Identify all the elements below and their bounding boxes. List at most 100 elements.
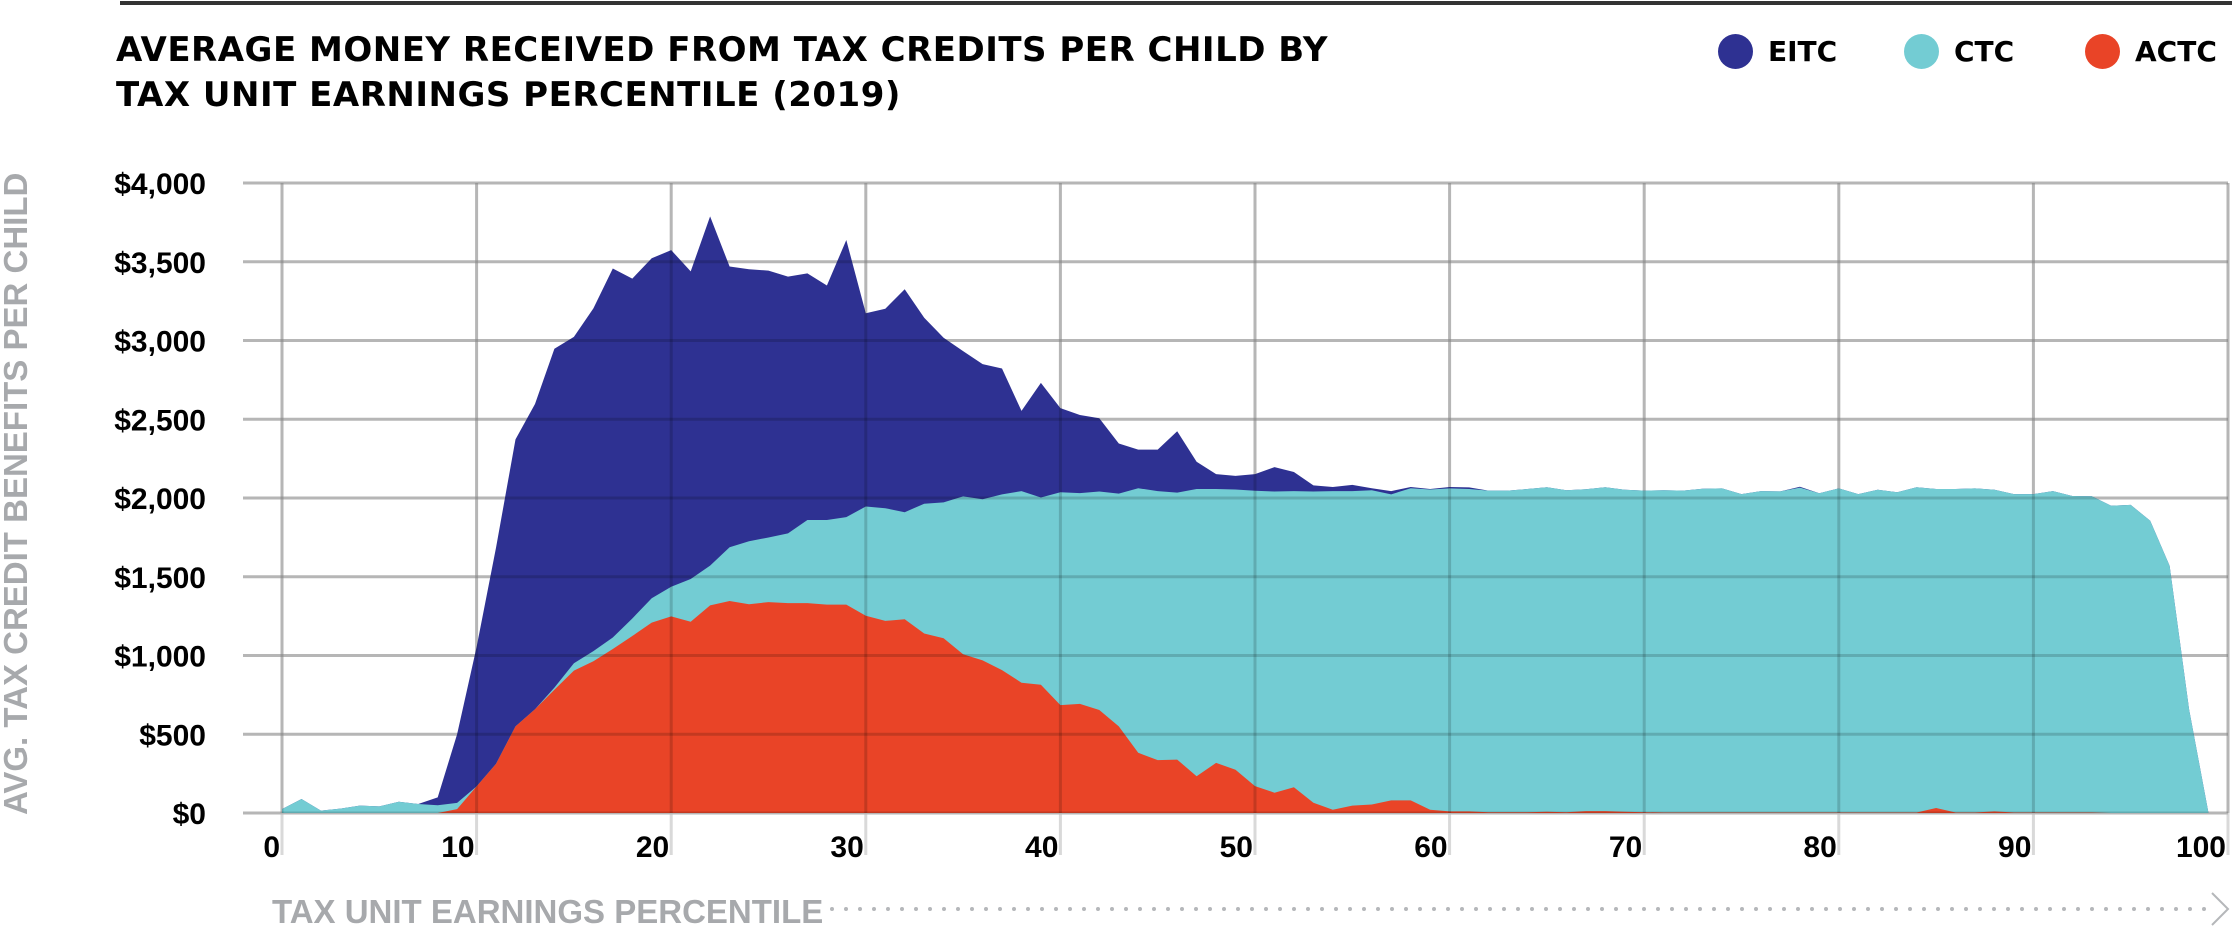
x-axis-arrow-dot	[1488, 907, 1492, 911]
x-axis-arrow-dot	[1558, 907, 1562, 911]
x-axis-arrow-dot	[1628, 907, 1632, 911]
x-axis-arrow-dot	[1082, 907, 1086, 911]
y-tick-label: $500	[139, 719, 206, 752]
x-axis-arrow-dot	[1180, 907, 1184, 911]
arrow-right-icon	[2211, 892, 2230, 926]
x-axis-arrow-dot	[1782, 907, 1786, 911]
x-axis-arrow-dot	[2160, 907, 2164, 911]
x-axis-arrow-dot	[1838, 907, 1842, 911]
x-tick-label: 90	[1998, 831, 2031, 864]
x-axis-arrow	[830, 892, 2230, 926]
x-tick-label: 80	[1803, 831, 1836, 864]
x-tick-label: 50	[1220, 831, 1253, 864]
legend-dot-ctc-icon	[1904, 34, 1939, 69]
x-axis-arrow-dot	[1894, 907, 1898, 911]
x-axis-arrow-dot	[2146, 907, 2150, 911]
x-axis-arrow-dot	[1684, 907, 1688, 911]
x-axis-arrow-dot	[1544, 907, 1548, 911]
legend-dot-actc-icon	[2085, 34, 2120, 69]
x-axis-arrow-dot	[1334, 907, 1338, 911]
x-tick-label: 40	[1025, 831, 1058, 864]
x-axis-arrow-dot	[1670, 907, 1674, 911]
x-axis-arrow-dot	[1110, 907, 1114, 911]
x-tick-label: 0	[263, 831, 280, 864]
x-axis-arrow-dot	[1138, 907, 1142, 911]
gridlines-overlay	[243, 181, 2230, 815]
x-axis-arrow-dot	[2132, 907, 2136, 911]
x-axis-arrow-dot	[2202, 907, 2206, 911]
x-axis-arrow-dot	[1656, 907, 1660, 911]
x-axis-arrow-dot	[1460, 907, 1464, 911]
x-axis-arrow-dot	[1474, 907, 1478, 911]
x-axis-arrow-dot	[1530, 907, 1534, 911]
legend-item-ctc: CTC	[1904, 34, 2014, 69]
legend-label-actc: ACTC	[2135, 35, 2217, 68]
x-axis-arrow-dot	[2090, 907, 2094, 911]
x-axis-arrow-dot	[2188, 907, 2192, 911]
chart-title: AVERAGE MONEY RECEIVED FROM TAX CREDITS …	[116, 28, 1328, 118]
x-axis-arrow-dot	[1264, 907, 1268, 911]
x-axis-arrow-dot	[970, 907, 974, 911]
x-tick-label: 70	[1609, 831, 1642, 864]
x-tick-label: 60	[1414, 831, 1447, 864]
x-axis-arrow-dot	[1852, 907, 1856, 911]
x-axis-arrow-dot	[1446, 907, 1450, 911]
y-tick-labels: $0 $500 $1,000 $1,500 $2,000 $2,500 $3,000 $3,5…	[114, 168, 206, 831]
x-axis-arrow-dot	[1068, 907, 1072, 911]
x-axis-arrow-dot	[1278, 907, 1282, 911]
x-axis-arrow-dot	[844, 907, 848, 911]
y-tick-label: $0	[173, 798, 206, 831]
legend-dot-eitc-icon	[1718, 34, 1753, 69]
x-axis-arrow-dot	[858, 907, 862, 911]
x-axis-arrow-dot	[1600, 907, 1604, 911]
x-tick-label: 100	[2176, 831, 2226, 864]
x-axis-arrow-dot	[914, 907, 918, 911]
x-axis-arrow-dot	[1992, 907, 1996, 911]
x-axis-arrow-dot	[1236, 907, 1240, 911]
x-axis-arrow-dot	[956, 907, 960, 911]
x-axis-arrow-dot	[1250, 907, 1254, 911]
x-axis-arrow-dot	[1698, 907, 1702, 911]
y-tick-label: $1,500	[114, 562, 206, 595]
x-axis-arrow-dot	[1362, 907, 1366, 911]
x-axis-arrow-dot	[2006, 907, 2010, 911]
chart-title-line-1: AVERAGE MONEY RECEIVED FROM TAX CREDITS …	[116, 30, 1328, 70]
x-axis-arrow-dot	[2076, 907, 2080, 911]
x-axis-arrow-dot	[1418, 907, 1422, 911]
x-axis-arrow-dot	[1922, 907, 1926, 911]
x-axis-arrow-dot	[2104, 907, 2108, 911]
x-axis-arrow-dot	[1404, 907, 1408, 911]
x-axis-arrow-dot	[1642, 907, 1646, 911]
x-axis-arrow-dot	[1824, 907, 1828, 911]
x-axis-arrow-dot	[2034, 907, 2038, 911]
x-axis-arrow-dot	[2020, 907, 2024, 911]
x-axis-arrow-dot	[1166, 907, 1170, 911]
x-axis-arrow-dot	[1502, 907, 1506, 911]
x-axis-arrow-dot	[1012, 907, 1016, 911]
x-axis-arrow-dot	[1572, 907, 1576, 911]
legend-label-ctc: CTC	[1954, 35, 2015, 68]
x-axis-arrow-dot	[1880, 907, 1884, 911]
x-axis-arrow-dot	[1348, 907, 1352, 911]
x-axis-arrow-dot	[1726, 907, 1730, 911]
x-axis-arrow-dot	[830, 907, 834, 911]
x-axis-arrow-dot	[1026, 907, 1030, 911]
x-axis-arrow-dot	[1306, 907, 1310, 911]
x-axis-arrow-dot	[1194, 907, 1198, 911]
x-axis-arrow-dot	[2062, 907, 2066, 911]
x-axis-arrow-dot	[1964, 907, 1968, 911]
x-axis-arrow-dot	[1754, 907, 1758, 911]
x-axis-arrow-dot	[2174, 907, 2178, 911]
x-axis-arrow-dot	[1740, 907, 1744, 911]
x-axis-arrow-dot	[1432, 907, 1436, 911]
x-axis-arrow-dot	[1936, 907, 1940, 911]
top-rule	[120, 1, 2232, 5]
x-axis-arrow-dot	[1712, 907, 1716, 911]
x-axis-arrow-dot	[1614, 907, 1618, 911]
x-axis-arrow-dot	[1516, 907, 1520, 911]
x-axis-arrow-dot	[1390, 907, 1394, 911]
y-tick-label: $2,000	[114, 483, 206, 516]
legend-item-actc: ACTC	[2085, 34, 2217, 69]
x-axis-arrow-dot	[1796, 907, 1800, 911]
